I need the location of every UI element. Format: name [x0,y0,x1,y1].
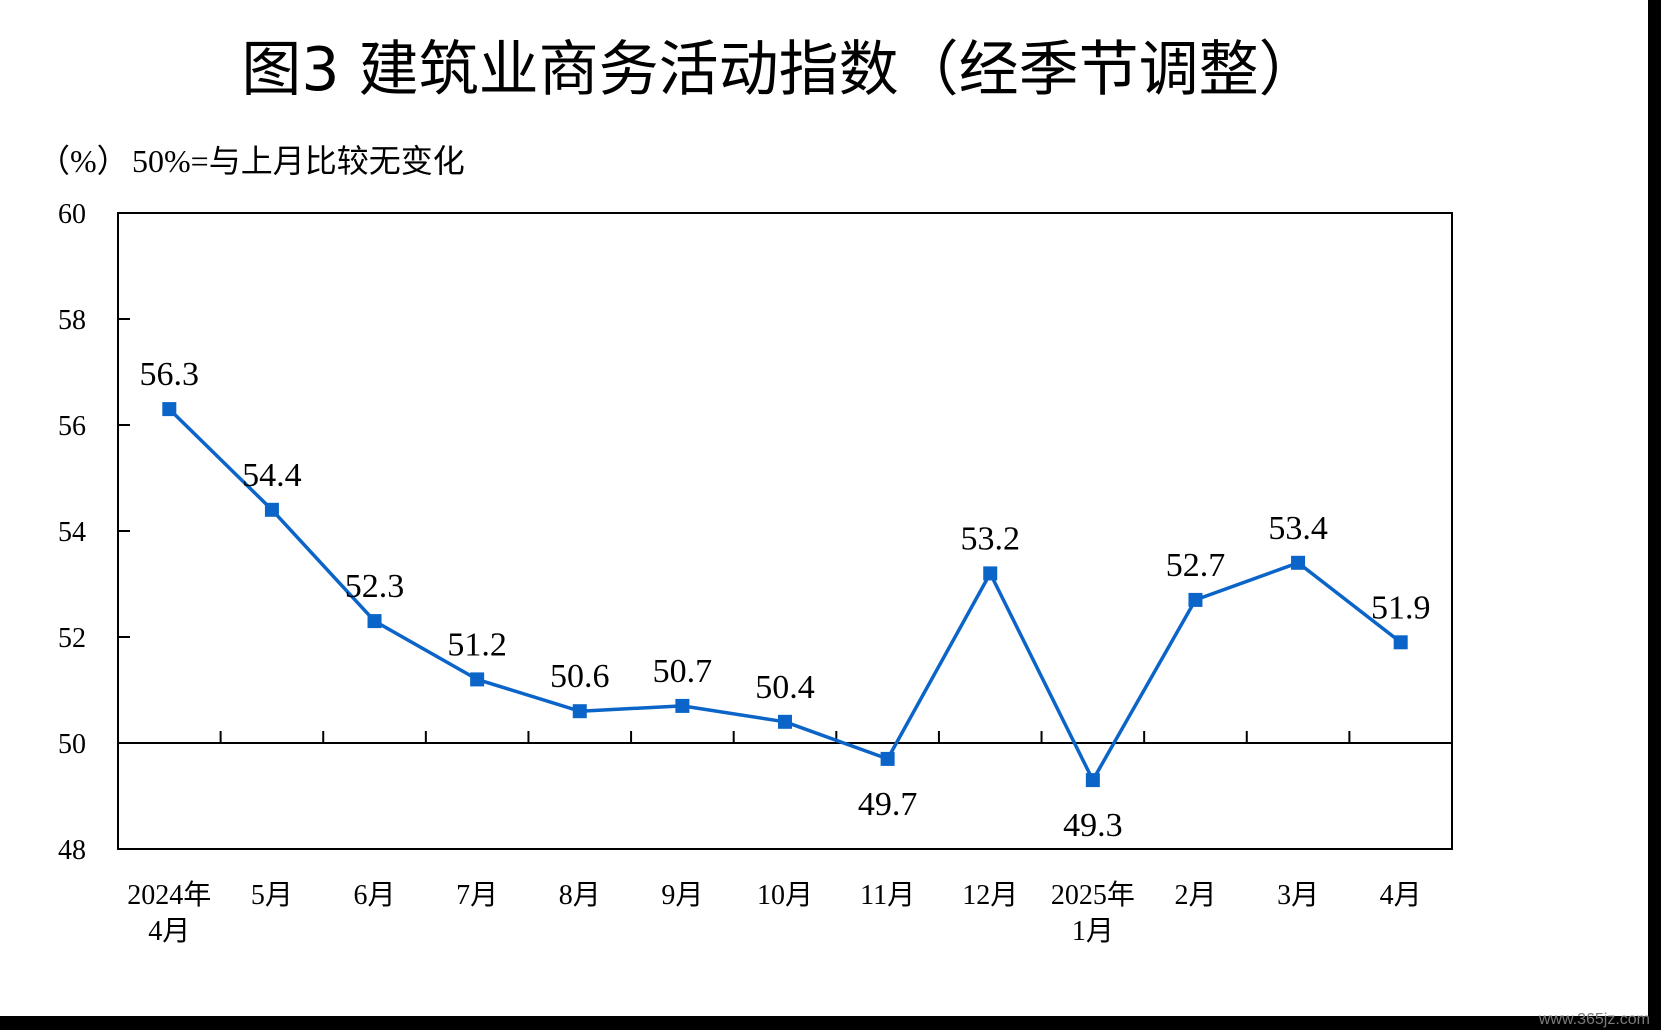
data-label: 54.4 [242,457,302,494]
data-label: 52.7 [1166,547,1226,584]
x-tick-label: 5月 [251,880,293,911]
x-tick-label: 7月 [456,880,498,911]
y-tick-label: 52 [58,623,86,654]
data-label: 53.4 [1268,510,1328,547]
data-label: 53.2 [960,520,1020,557]
x-tick-label: 1月 [1072,916,1114,947]
data-point-marker [470,672,485,687]
x-tick-label: 4月 [1380,880,1422,911]
data-point-marker [983,566,998,581]
y-unit-label: （%） [38,143,129,179]
x-tick-label: 2月 [1174,880,1216,911]
x-tick-label: 3月 [1277,880,1319,911]
plot-border [117,212,1453,850]
data-point-marker [880,751,895,766]
y-tick-label: 60 [58,199,86,230]
chart-title: 图3 建筑业商务活动指数（经季节调整） [241,35,1318,105]
y-tick-label: 54 [58,517,86,548]
x-tick-label: 4月 [148,916,190,947]
x-tick-label: 9月 [661,880,703,911]
data-point-marker [264,502,279,517]
y-tick-label: 56 [58,411,86,442]
x-tick-label: 12月 [962,880,1018,911]
data-point-marker [1291,555,1306,570]
x-tick-label: 2025年 [1051,879,1135,911]
data-label: 50.4 [755,669,815,706]
data-label: 51.9 [1371,589,1431,626]
data-point-marker [1188,592,1203,607]
data-label: 51.2 [447,626,507,663]
data-point-marker [1393,635,1408,650]
data-label: 52.3 [345,568,405,605]
data-label: 49.7 [858,786,918,823]
data-point-marker [367,614,382,629]
y-tick-label: 50 [58,729,86,760]
data-point-marker [1085,773,1100,788]
data-point-marker [675,698,690,713]
data-point-marker [162,402,177,417]
data-label: 56.3 [140,356,200,393]
data-label: 50.6 [550,658,610,695]
x-tick-label: 8月 [559,880,601,911]
y-tick-label: 58 [58,305,86,336]
data-label: 50.7 [653,653,713,690]
y-tick-label: 48 [58,835,86,866]
data-point-marker [572,704,587,719]
reference-note: 50%=与上月比较无变化 [132,143,465,179]
x-tick-label: 10月 [757,880,813,911]
data-point-marker [778,714,792,729]
x-tick-label: 6月 [354,880,396,911]
data-label: 49.3 [1063,807,1123,844]
watermark: www.365jz.com [1538,1011,1650,1028]
plot-area: 48 50 52 54 56 58 60 2024年 4月 5月 6月 7月 8月 9月 10月 11月 12月… [58,199,1453,947]
x-tick-label: 11月 [860,880,915,911]
x-tick-label: 2024年 [127,879,211,911]
